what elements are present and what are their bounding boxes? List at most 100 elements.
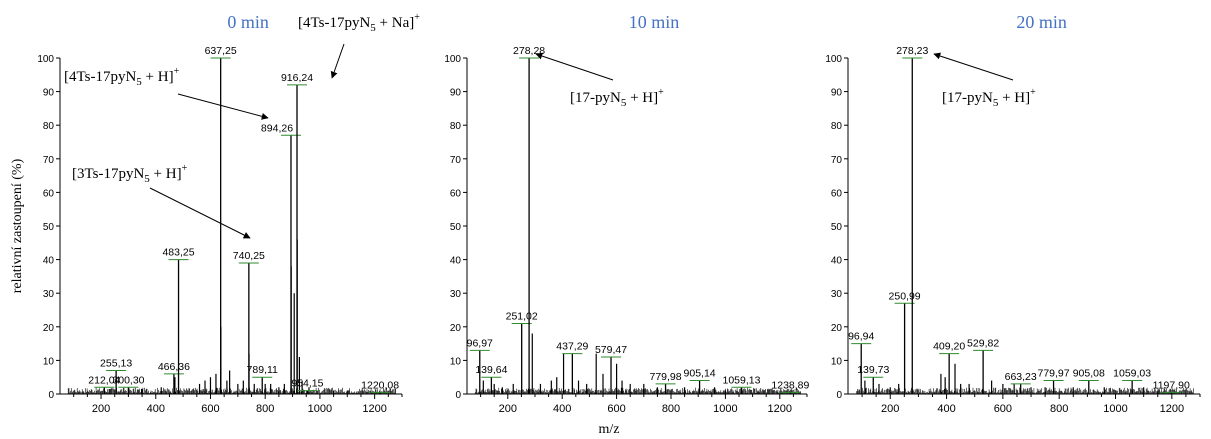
- peak-label: 905,14: [684, 368, 716, 380]
- peak-label: 96,94: [848, 331, 874, 343]
- y-tick-label: 80: [831, 121, 843, 132]
- x-tick-label: 800: [662, 403, 680, 415]
- y-tick-label: 20: [831, 323, 843, 334]
- y-tick-label: 60: [450, 188, 462, 199]
- peak-label: 1059,13: [722, 374, 760, 386]
- panel-title: 0 min: [227, 12, 269, 32]
- peak-label: 251,02: [506, 310, 538, 322]
- y-tick-label: 60: [43, 188, 55, 199]
- peak-label: 637,25: [205, 45, 237, 57]
- y-tick-label: 0: [48, 390, 54, 401]
- peak-label: 250,99: [889, 290, 921, 302]
- peak-label: 139,73: [857, 364, 889, 376]
- ion-annotation: [4Ts-17pyN5 + H]+: [64, 66, 180, 88]
- x-tick-label: 800: [256, 403, 274, 415]
- y-tick-label: 100: [825, 54, 842, 65]
- y-tick-label: 30: [450, 289, 462, 300]
- y-axis-label: relativní zastoupení (%): [10, 158, 25, 293]
- annotation-arrow: [149, 187, 251, 239]
- y-tick-label: 90: [831, 88, 843, 99]
- x-tick-label: 1200: [768, 403, 792, 415]
- x-tick-label: 1200: [1160, 403, 1184, 415]
- y-tick-label: 50: [450, 222, 462, 233]
- x-tick-label: 600: [607, 403, 625, 415]
- y-tick-label: 30: [43, 289, 55, 300]
- peak-label: 466,36: [158, 361, 190, 373]
- peak-label: 529,82: [967, 337, 999, 349]
- y-tick-label: 10: [450, 356, 462, 367]
- x-tick-label: 200: [881, 403, 899, 415]
- x-axis-label: m/z: [599, 422, 620, 437]
- y-tick-label: 100: [444, 54, 461, 65]
- y-tick-label: 70: [831, 155, 843, 166]
- y-tick-label: 50: [831, 222, 843, 233]
- x-tick-label: 1200: [362, 403, 386, 415]
- peak-label: 779,97: [1037, 368, 1069, 380]
- annotation-arrow: [535, 52, 614, 81]
- y-tick-label: 30: [831, 289, 843, 300]
- peak-label: 905,08: [1073, 368, 1105, 380]
- x-tick-label: 1000: [308, 403, 332, 415]
- annotation-arrow: [933, 52, 1014, 81]
- baseline-noise: [856, 387, 1194, 394]
- peak-label: 579,47: [595, 344, 627, 356]
- peak-label: 740,25: [233, 250, 265, 262]
- peak-label: 139,64: [475, 364, 507, 376]
- x-tick-label: 1000: [1103, 403, 1127, 415]
- x-tick-label: 600: [994, 403, 1012, 415]
- y-tick-label: 0: [455, 390, 461, 401]
- x-tick-label: 200: [92, 403, 110, 415]
- peak-label: 779,98: [649, 371, 681, 383]
- peak-label: 1197,90: [1153, 379, 1190, 391]
- y-tick-label: 40: [43, 256, 55, 267]
- peak-label: 437,29: [556, 341, 588, 353]
- x-tick-label: 400: [147, 403, 165, 415]
- spectrum-panel-2: 20 min 0 10 20 30 40 50 60 70 80 90 100 200 400 600 800…: [825, 12, 1201, 415]
- x-tick-label: 400: [937, 403, 955, 415]
- ion-annotation: [17-pyN5 + H]+: [942, 87, 1036, 109]
- x-tick-label: 200: [499, 403, 517, 415]
- peak-label: 483,25: [162, 247, 194, 259]
- y-tick-label: 20: [43, 323, 55, 334]
- peak-label: 300,30: [112, 374, 144, 386]
- y-tick-label: 90: [450, 88, 462, 99]
- peak-label: 663,23: [1005, 371, 1037, 383]
- y-tick-label: 70: [450, 155, 462, 166]
- peak-label: 916,24: [281, 72, 313, 84]
- spectrum-panel-1: 10 min 0 10 20 30 40 50 60 70 80 90 100 200 400 600 800…: [444, 12, 809, 415]
- y-tick-label: 80: [43, 121, 55, 132]
- y-tick-label: 40: [450, 256, 462, 267]
- y-tick-label: 70: [43, 155, 55, 166]
- y-tick-label: 50: [43, 222, 55, 233]
- panel-title: 10 min: [629, 12, 680, 32]
- y-tick-label: 100: [37, 54, 54, 65]
- x-tick-label: 800: [1050, 403, 1068, 415]
- y-tick-label: 0: [836, 390, 842, 401]
- panel-title: 20 min: [1016, 12, 1067, 32]
- y-tick-label: 20: [450, 323, 462, 334]
- y-tick-label: 80: [450, 121, 462, 132]
- x-tick-label: 600: [201, 403, 219, 415]
- peak-label: 1238,89: [771, 379, 809, 391]
- y-tick-label: 10: [831, 356, 843, 367]
- peak-label: 212,04: [88, 374, 120, 386]
- peak-label: 1220,08: [361, 379, 399, 391]
- y-tick-label: 90: [43, 88, 55, 99]
- y-tick-label: 40: [831, 256, 843, 267]
- annotation-arrow: [177, 93, 269, 120]
- peak-label: 255,13: [100, 357, 132, 369]
- ion-annotation: [17-pyN5 + H]+: [570, 87, 664, 109]
- ion-annotation: [3Ts-17pyN5 + H]+: [72, 163, 188, 185]
- peak-label: 789,11: [247, 364, 278, 376]
- peak-label: 278,23: [896, 45, 928, 57]
- baseline-noise: [474, 387, 801, 394]
- peak-label: 409,20: [933, 341, 965, 353]
- spectrum-panel-0: 0 min 0 10 20 30 40 50 60 70 80 90 100 200 400 600 800 1…: [37, 12, 420, 415]
- ion-annotation: [4Ts-17pyN5 + Na]+: [298, 12, 420, 34]
- peak-label: 1059,03: [1113, 368, 1151, 380]
- x-tick-label: 400: [553, 403, 571, 415]
- y-tick-label: 10: [43, 356, 55, 367]
- x-tick-label: 1000: [713, 403, 737, 415]
- peak-label: 96,97: [467, 337, 493, 349]
